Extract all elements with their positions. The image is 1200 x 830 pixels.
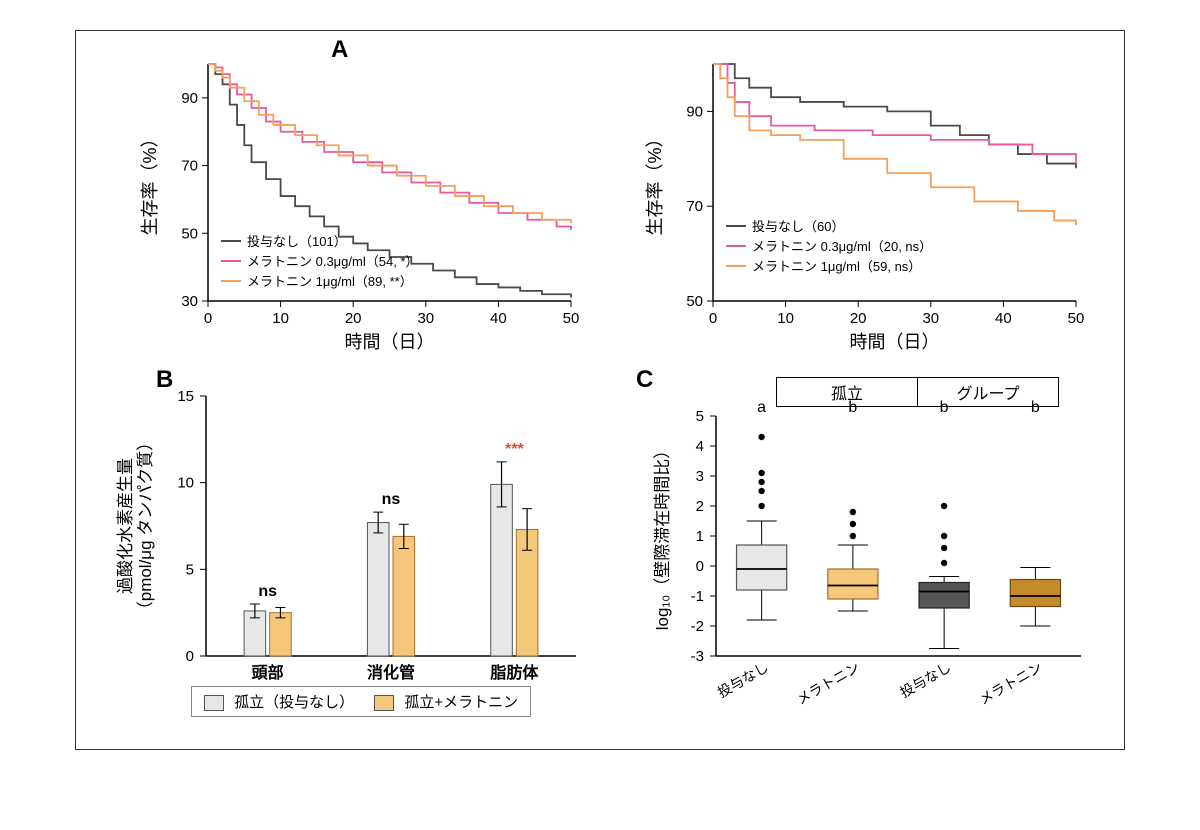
svg-text:0: 0 [696, 558, 704, 575]
svg-text:4: 4 [696, 438, 704, 455]
svg-text:***: *** [505, 441, 524, 458]
panel-a-right: 0 10 20 30 40 50 50 70 90 時間（日） 生存率（%） 投与なし（60） メラトニ… [631, 46, 1091, 356]
svg-text:メラトニン 1μg/ml（59, ns）: メラトニン 1μg/ml（59, ns） [752, 259, 921, 274]
svg-text:0: 0 [204, 310, 212, 327]
header-group: グループ [918, 378, 1058, 406]
panel-c: -3-2-1012345log₁₀（壁際滞在時間比）a投与なしbメラトニンb投与… [636, 371, 1096, 721]
svg-text:メラトニン 0.3μg/ml（54, *）: メラトニン 0.3μg/ml（54, *） [247, 254, 418, 269]
svg-text:消化管: 消化管 [367, 663, 415, 682]
svg-text:10: 10 [177, 475, 194, 492]
svg-text:50: 50 [686, 293, 703, 310]
svg-text:-1: -1 [691, 588, 704, 605]
figure-container: A 0102030405030507090時間（日）生存率（%）投与なし（101… [75, 30, 1125, 750]
legend-item: 孤立+メラトニン [374, 691, 518, 712]
legend-swatch [374, 695, 394, 711]
legend-swatch [204, 695, 224, 711]
svg-text:20: 20 [345, 310, 362, 327]
svg-text:40: 40 [490, 310, 507, 327]
svg-text:0: 0 [186, 648, 194, 665]
panel-b: 0 5 10 15 過酸化水素産生量（pmol/μg タンパク質） 頭部 ns 消化管 ns 脂肪… [96, 371, 596, 701]
svg-text:-3: -3 [691, 648, 704, 665]
survival-plot-left: 0 10 20 30 40 50 30 50 70 90 時間（日） 生存率（%） 投与なし（101） メ… [126, 46, 586, 356]
svg-text:50: 50 [1068, 310, 1085, 327]
svg-text:a: a [757, 399, 766, 416]
legend-label: 孤立+メラトニン [404, 694, 518, 711]
svg-text:15: 15 [177, 388, 194, 405]
svg-text:10: 10 [272, 310, 289, 327]
survival-plot-right: 0 10 20 30 40 50 50 70 90 時間（日） 生存率（%） 投与なし（60） メラトニ… [631, 46, 1091, 356]
svg-text:脂肪体: 脂肪体 [490, 663, 539, 682]
panel-b-legend: 孤立（投与なし） 孤立+メラトニン [191, 686, 531, 717]
svg-text:メラトニン: メラトニン [794, 659, 863, 708]
svg-text:30: 30 [181, 293, 198, 310]
svg-text:投与なし: 投与なし [715, 659, 771, 701]
svg-text:10: 10 [777, 310, 794, 327]
svg-text:-2: -2 [691, 618, 704, 635]
svg-text:過酸化水素産生量: 過酸化水素産生量 [116, 458, 135, 594]
svg-text:90: 90 [181, 90, 198, 107]
bar-chart: 0 5 10 15 過酸化水素産生量（pmol/μg タンパク質） 頭部 ns 消化管 ns 脂肪… [96, 371, 596, 701]
svg-text:メラトニン 0.3μg/ml（20, ns）: メラトニン 0.3μg/ml（20, ns） [752, 239, 932, 254]
svg-text:ns: ns [382, 491, 401, 508]
legend-label: 孤立（投与なし） [234, 694, 354, 711]
svg-text:50: 50 [181, 225, 198, 242]
svg-text:30: 30 [417, 310, 434, 327]
svg-text:時間（日）: 時間（日） [850, 332, 940, 352]
panel-a-left: 0 10 20 30 40 50 30 50 70 90 時間（日） 生存率（%） 投与なし（101） メ… [126, 46, 586, 356]
svg-text:メラトニン 1μg/ml（89, **）: メラトニン 1μg/ml（89, **） [247, 274, 413, 289]
svg-text:生存率（%）: 生存率（%） [140, 129, 160, 235]
svg-text:（pmol/μg タンパク質）: （pmol/μg タンパク質） [136, 434, 155, 619]
svg-text:50: 50 [563, 310, 580, 327]
svg-text:70: 70 [181, 158, 198, 175]
svg-text:投与なし: 投与なし [897, 659, 953, 701]
header-isolated: 孤立 [777, 378, 918, 406]
panel-c-headers: 孤立 グループ [776, 377, 1059, 407]
svg-text:40: 40 [995, 310, 1012, 327]
svg-text:ns: ns [258, 583, 277, 600]
svg-text:生存率（%）: 生存率（%） [645, 129, 665, 235]
svg-text:投与なし（101）: 投与なし（101） [247, 234, 347, 249]
svg-text:90: 90 [686, 103, 703, 120]
svg-text:時間（日）: 時間（日） [345, 332, 435, 352]
svg-text:5: 5 [696, 408, 704, 425]
svg-text:頭部: 頭部 [252, 663, 284, 682]
svg-text:2: 2 [696, 498, 704, 515]
svg-text:0: 0 [709, 310, 717, 327]
svg-text:メラトニン: メラトニン [976, 659, 1045, 708]
legend-item: 孤立（投与なし） [204, 691, 354, 712]
svg-text:1: 1 [696, 528, 704, 545]
svg-text:log₁₀（壁際滞在時間比）: log₁₀（壁際滞在時間比） [653, 442, 672, 630]
svg-text:30: 30 [922, 310, 939, 327]
svg-text:3: 3 [696, 468, 704, 485]
svg-text:投与なし（60）: 投与なし（60） [752, 219, 844, 234]
boxplot: -3-2-1012345log₁₀（壁際滞在時間比）a投与なしbメラトニンb投与… [636, 371, 1096, 721]
svg-text:20: 20 [850, 310, 867, 327]
svg-text:70: 70 [686, 198, 703, 215]
svg-text:5: 5 [186, 561, 194, 578]
